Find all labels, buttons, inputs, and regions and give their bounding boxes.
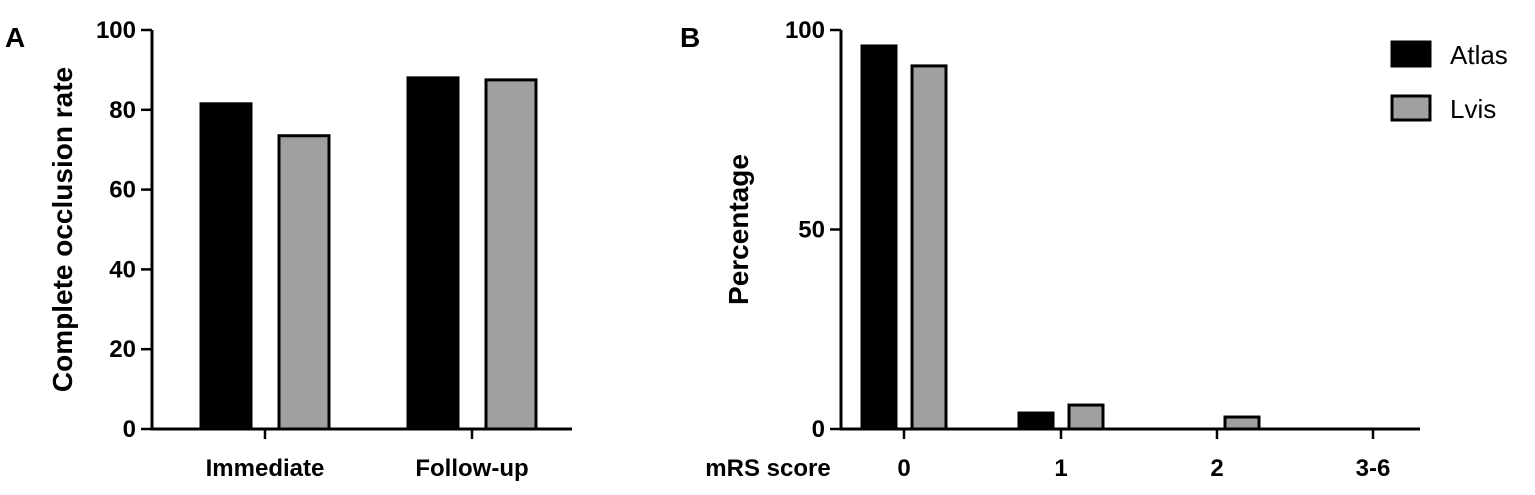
panel-a-ytick-label: 100 [96,17,136,44]
panel-a-bar-atlas-0 [199,102,253,431]
panel-a-bar-lvis-0 [277,134,331,431]
panel-a-xtick-label: Follow-up [415,455,528,482]
panel-a-ytick-label: 40 [109,256,136,283]
panel-a-ytick-label: 80 [109,97,136,124]
legend-label-atlas: Atlas [1450,40,1508,70]
panel-b-ytick-label: 100 [785,17,825,44]
panel-b-bar-atlas-0 [860,44,898,431]
legend-swatch-lvis [1390,94,1432,122]
panel-b-xtick-label: 1 [1054,455,1067,482]
panel-b-x-axis-title: mRS score [705,455,830,482]
panel-b-ytick-label: 50 [798,217,825,244]
legend-label-lvis: Lvis [1450,94,1496,124]
panel-b-letter: B [680,22,700,53]
panel-a-bar-lvis-1 [484,78,538,431]
panel-b-ytick-label: 0 [812,416,825,443]
panel-a-ytick-label: 20 [109,336,136,363]
panel-b-xtick-label: 3-6 [1356,455,1391,482]
panel-b-bar-lvis-0 [910,64,948,431]
panel-a-ytick-label: 60 [109,177,136,204]
panel-b-bar-lvis-1 [1067,403,1105,431]
panel-a-bar-atlas-1 [406,76,460,431]
panel-b-y-axis-title: Percentage [723,154,754,305]
panel-a-letter: A [5,22,25,53]
panel-a-ytick-label: 0 [123,416,136,443]
legend-swatch-atlas [1390,40,1432,68]
panel-b-xtick-label: 0 [897,455,910,482]
panel-a-y-axis-title: Complete occlusion rate [47,67,78,392]
panel-b-xtick-label: 2 [1210,455,1223,482]
panel-a-xtick-label: Immediate [206,455,325,482]
panel-b-bar-atlas-1 [1017,411,1055,431]
panel-b-bar-lvis-2 [1223,415,1261,431]
